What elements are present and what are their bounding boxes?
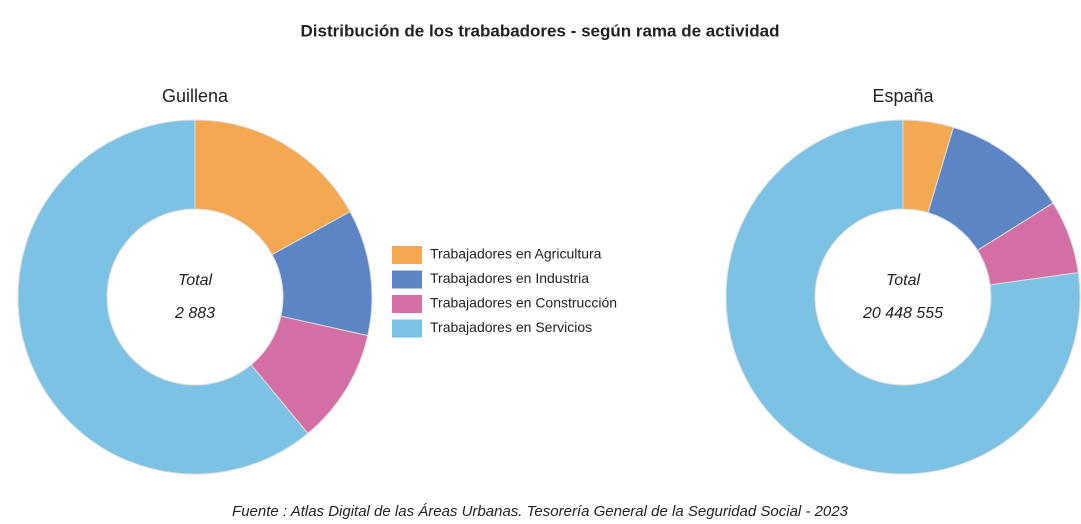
legend-label: Trabajadores en Industria bbox=[430, 270, 589, 286]
center-total: 2 883 bbox=[174, 305, 215, 322]
center-label: Total bbox=[178, 272, 213, 289]
legend-swatch bbox=[392, 270, 422, 289]
center-label: Total bbox=[886, 272, 921, 289]
slice bbox=[194, 119, 351, 256]
legend-swatch bbox=[392, 295, 422, 313]
slice bbox=[17, 119, 309, 475]
pie-title: España bbox=[872, 86, 934, 106]
legend-label: Trabajadores en Agricultura bbox=[430, 246, 602, 262]
legend-label: Trabajadores en Construcción bbox=[430, 295, 617, 311]
center-total: 20 448 555 bbox=[862, 305, 943, 322]
legend-label: Trabajadores en Servicios bbox=[430, 319, 592, 335]
slice bbox=[725, 119, 1081, 475]
legend-swatch bbox=[392, 246, 422, 264]
pie-title: Guillena bbox=[162, 86, 229, 106]
source: Fuente : Atlas Digital de las Áreas Urba… bbox=[232, 503, 849, 520]
legend-swatch bbox=[392, 319, 422, 338]
chart-title: Distribución de los trababadores - según… bbox=[301, 21, 780, 40]
